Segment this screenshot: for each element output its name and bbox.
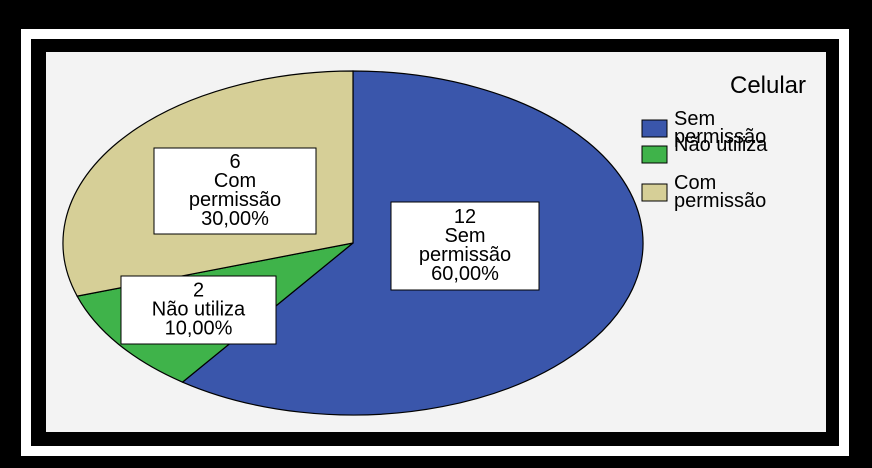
slice-label-line: Sem: [444, 225, 485, 247]
slice-label-line: Com: [214, 170, 256, 192]
slice-label-box: [120, 275, 277, 345]
slice-label-box: [390, 201, 540, 291]
legend-label-2: Não utiliza: [674, 134, 768, 156]
slice-label-line: permissão: [189, 189, 281, 211]
legend-swatch-3: [641, 183, 668, 202]
slice-label-line: 12: [454, 206, 476, 228]
legend-swatch-2: [641, 145, 668, 164]
legend-label-3: Com: [674, 172, 716, 194]
legend-label-1: Sem: [674, 108, 715, 130]
slice-label-line: permissão: [419, 244, 511, 266]
legend-swatch-1: [641, 119, 668, 138]
legend-title: Celular: [730, 72, 806, 99]
slice-label-line: 60,00%: [431, 263, 499, 285]
legend-label-3: permissão: [674, 190, 766, 212]
slice-label-line: 2: [193, 280, 204, 302]
slice-label-line: Não utiliza: [152, 299, 246, 321]
slice-label-line: 6: [229, 151, 240, 173]
chart-area: 12 Sem permissão 60,00% 2 Não utiliza 10,00% 6 C…: [46, 52, 826, 432]
legend-label-1: permissão: [674, 126, 766, 148]
slice-label-line: 30,00%: [201, 208, 269, 230]
slice-label-box: [153, 147, 317, 235]
slice-label-line: 10,00%: [165, 318, 233, 340]
